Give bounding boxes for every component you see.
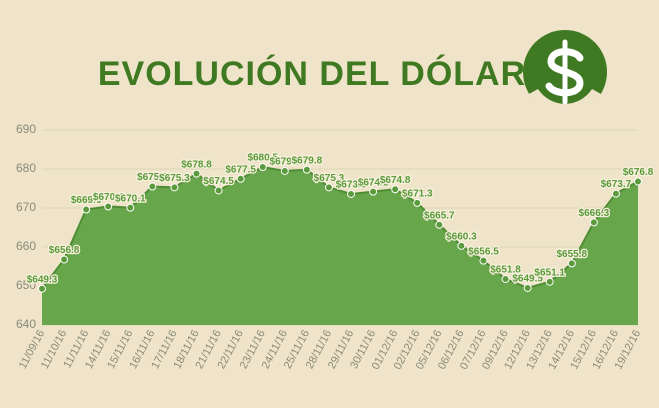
point [501, 274, 510, 283]
point [435, 220, 444, 229]
value-label: $675.5 [137, 172, 168, 183]
value-label: $674.2 [358, 177, 389, 188]
point [324, 183, 333, 192]
point [545, 277, 554, 286]
value-label: $666.3 [579, 208, 610, 219]
point [589, 218, 598, 227]
line [41, 166, 639, 290]
value-label: $673.6 [336, 180, 367, 191]
point [302, 165, 311, 174]
point [634, 177, 642, 186]
value-label: $679.5 [270, 157, 301, 168]
point [391, 185, 400, 194]
point [258, 163, 267, 172]
value-label: $678.8 [181, 159, 212, 170]
area [42, 167, 638, 325]
value-label: $649.5 [512, 274, 543, 285]
point [280, 166, 289, 175]
point [60, 255, 69, 264]
value-label: $680.5 [247, 153, 278, 164]
value-label: $669.6 [71, 195, 102, 206]
y-tick-label: 640 [16, 317, 36, 331]
point [192, 169, 201, 178]
chart-title: EVOLUCIÓN DEL DÓLAR [98, 55, 526, 93]
dollar-icon [523, 30, 607, 115]
value-label: $675.3 [314, 173, 345, 184]
value-label: $671.3 [402, 189, 433, 200]
value-label: $674.8 [380, 175, 411, 186]
value-label: $670.4 [93, 192, 124, 203]
point [523, 283, 532, 292]
value-label: $674.5 [203, 176, 234, 187]
value-label: $673.7 [601, 179, 632, 190]
point [170, 183, 179, 192]
point [567, 259, 576, 268]
point [82, 205, 91, 214]
point [148, 182, 157, 191]
point [236, 174, 245, 183]
point [347, 189, 356, 198]
y-tick-label: 680 [16, 161, 36, 175]
value-label: $651.8 [490, 265, 521, 276]
value-label: $651.1 [534, 267, 565, 278]
y-tick-label: 690 [16, 122, 36, 136]
value-label: $665.7 [424, 210, 455, 221]
point [104, 202, 113, 211]
value-label: $656.8 [49, 245, 80, 256]
value-label: $679.8 [292, 155, 323, 166]
value-label: $670.1 [115, 193, 146, 204]
value-label: $675.3 [159, 173, 190, 184]
point [214, 186, 223, 195]
point [126, 203, 135, 212]
point [479, 256, 488, 265]
point [457, 241, 466, 250]
value-label: $656.5 [468, 246, 499, 257]
value-label: $655.8 [556, 249, 587, 260]
y-tick-label: 670 [16, 200, 36, 214]
value-label: $649.3 [27, 274, 58, 285]
y-tick-label: 660 [16, 239, 36, 253]
point [369, 187, 378, 196]
point [413, 198, 422, 207]
value-label: $677.5 [225, 164, 256, 175]
y-tick-label: 650 [16, 278, 36, 292]
point [38, 284, 46, 293]
value-label: $676.8 [623, 167, 654, 178]
point [611, 189, 620, 198]
value-label: $660.3 [446, 231, 477, 242]
